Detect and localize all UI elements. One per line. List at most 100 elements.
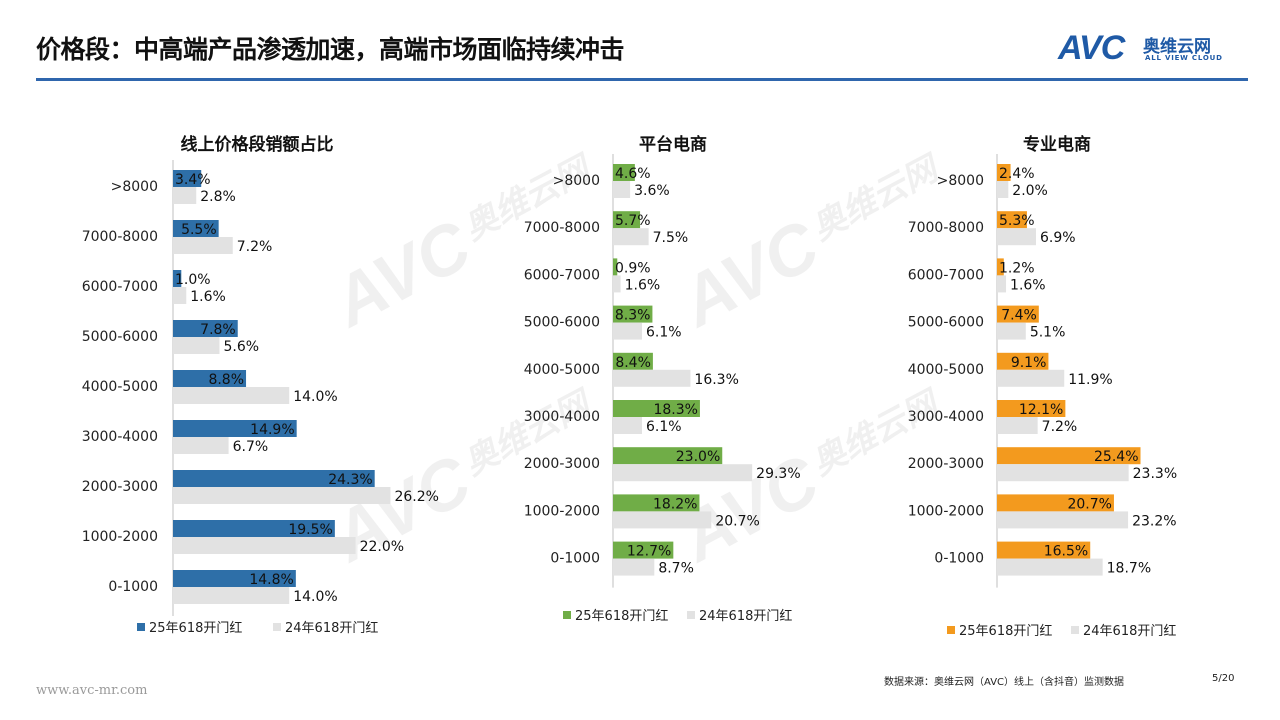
chart3-title: 专业电商 <box>1023 134 1091 155</box>
logo-mark: AVC <box>1058 29 1125 67</box>
chart3-category-label: 2000-3000 <box>908 456 984 472</box>
chart3-bar-2024 <box>997 417 1038 434</box>
chart2-category-label: 4000-5000 <box>524 362 600 378</box>
chart3-data-label-2025: 25.4% <box>1094 449 1138 465</box>
chart3-bar-2025 <box>997 211 1027 229</box>
chart1-bar-2024 <box>173 287 187 304</box>
chart2-data-label-2025: 0.9% <box>615 260 651 276</box>
chart3-category-label: 3000-4000 <box>908 409 984 425</box>
chart1-data-label-2025: 1.0% <box>175 272 211 288</box>
chart3-data-label-2024: 11.9% <box>1068 372 1112 388</box>
footer-url: www.avc-mr.com <box>36 683 148 698</box>
chart1-legend-swatch <box>137 623 145 631</box>
chart2-bar-2025 <box>613 494 700 512</box>
chart2-legend-label: 24年618开门红 <box>699 608 792 624</box>
chart1-bar-2024 <box>173 237 233 254</box>
chart3-bar-2024 <box>997 464 1129 482</box>
chart2-bar-2025 <box>613 211 641 229</box>
chart1-bar-2024 <box>173 587 290 604</box>
chart3-category-label: 4000-5000 <box>908 362 984 378</box>
chart3-data-label-2024: 2.0% <box>1012 183 1048 199</box>
chart1-bar-2025 <box>173 370 247 387</box>
chart3-data-label-2025: 9.1% <box>1011 355 1047 371</box>
chart2-bar-2025 <box>613 352 653 370</box>
chart3-data-label-2025: 7.4% <box>1001 308 1037 324</box>
chart2-bar-2025 <box>613 447 723 465</box>
chart3-data-label-2024: 5.1% <box>1030 325 1066 341</box>
chart2-legend-label: 25年618开门红 <box>575 608 668 624</box>
chart1-data-label-2025: 8.8% <box>208 372 244 388</box>
chart3-category-label: 6000-7000 <box>908 267 984 283</box>
chart2-bar-2024 <box>613 228 649 246</box>
chart1-data-label-2025: 19.5% <box>288 522 332 538</box>
chart3-legend-label: 24年618开门红 <box>1083 623 1176 639</box>
avc-logo: AVC 奥维云网 ALL VIEW CLOUD <box>1058 30 1248 70</box>
chart2-data-label-2024: 7.5% <box>653 230 689 246</box>
chart1-category-label: 2000-3000 <box>82 479 158 495</box>
chart2-bar-2024 <box>613 275 621 293</box>
chart2-data-label-2024: 16.3% <box>694 372 738 388</box>
chart2-bar-2025 <box>613 400 700 417</box>
chart1-category-label: 0-1000 <box>108 579 158 595</box>
chart1-category-label: 3000-4000 <box>82 429 158 445</box>
chart2-bar-2025 <box>613 164 635 181</box>
chart1-category-label: 4000-5000 <box>82 379 158 395</box>
footer-source: 数据来源：奥维云网（AVC）线上（含抖音）监测数据 <box>884 677 1125 688</box>
chart2-category-label: 3000-4000 <box>524 409 600 425</box>
chart3-data-label-2025: 20.7% <box>1067 496 1111 512</box>
chart2-category-label: 0-1000 <box>550 551 600 567</box>
chart2-legend-swatch <box>563 611 571 619</box>
chart2-bar-2025 <box>613 541 674 559</box>
chart2-data-label-2025: 12.7% <box>627 544 671 560</box>
chart1-data-label-2024: 6.7% <box>233 439 269 455</box>
chart2-data-label-2024: 1.6% <box>625 277 661 293</box>
chart2-bar-2024 <box>613 369 691 387</box>
chart1-bar-2024 <box>173 187 197 204</box>
chart1-data-label-2024: 5.6% <box>223 339 259 355</box>
chart2-data-label-2025: 8.3% <box>615 308 651 324</box>
chart3-bar-2025 <box>997 447 1141 465</box>
chart3-data-label-2024: 1.6% <box>1010 277 1046 293</box>
chart3-legend-swatch <box>1071 626 1079 634</box>
chart1-data-label-2025: 5.5% <box>181 222 217 238</box>
chart3-data-label-2024: 23.3% <box>1133 466 1177 482</box>
chart2-data-label-2025: 4.6% <box>615 166 651 182</box>
chart1-bar-2024 <box>173 537 356 554</box>
chart2-category-label: 1000-2000 <box>524 503 600 519</box>
page-number: 5/20 <box>1212 673 1235 684</box>
chart2-category-label: 7000-8000 <box>524 220 600 236</box>
chart3-data-label-2025: 2.4% <box>999 166 1035 182</box>
chart3-bar-2025 <box>997 352 1049 370</box>
chart1-legend-label: 24年618开门红 <box>285 620 378 636</box>
chart2-data-label-2024: 6.1% <box>646 419 682 435</box>
chart2-category-label: >8000 <box>553 173 600 189</box>
chart3-category-label: 5000-6000 <box>908 315 984 331</box>
chart2-category-label: 5000-6000 <box>524 315 600 331</box>
chart2-bar-2024 <box>613 511 712 529</box>
chart1-legend-swatch <box>273 623 281 631</box>
chart3-bar-2024 <box>997 369 1065 387</box>
chart2-bar-2024 <box>613 464 753 482</box>
chart3-data-label-2025: 1.2% <box>999 260 1035 276</box>
chart1-category-label: 6000-7000 <box>82 279 158 295</box>
chart1-bar-2024 <box>173 387 290 404</box>
chart3-data-label-2024: 18.7% <box>1107 561 1151 577</box>
chart1-data-label-2024: 2.8% <box>200 189 236 205</box>
chart1-bar-2024 <box>173 487 391 504</box>
chart3-legend-label: 25年618开门红 <box>959 623 1052 639</box>
chart1-bar-2025 <box>173 420 297 437</box>
chart3-category-label: 1000-2000 <box>908 503 984 519</box>
chart3-category-label: 0-1000 <box>934 551 984 567</box>
chart1-data-label-2025: 3.4% <box>175 172 211 188</box>
chart1-title: 线上价格段销额占比 <box>181 134 334 155</box>
page-title: 价格段：中高端产品渗透加速，高端市场面临持续冲击 <box>36 35 625 64</box>
chart2-bar-2024 <box>613 322 642 340</box>
chart2-data-label-2024: 20.7% <box>715 513 759 529</box>
chart1-bar-2025 <box>173 470 375 487</box>
chart1-bar-2025 <box>173 220 219 237</box>
chart3-category-label: >8000 <box>937 173 984 189</box>
chart3-bar-2024 <box>997 275 1007 293</box>
chart2-title: 平台电商 <box>639 134 707 155</box>
chart3-data-label-2024: 6.9% <box>1040 230 1076 246</box>
chart1-data-label-2024: 1.6% <box>190 289 226 305</box>
